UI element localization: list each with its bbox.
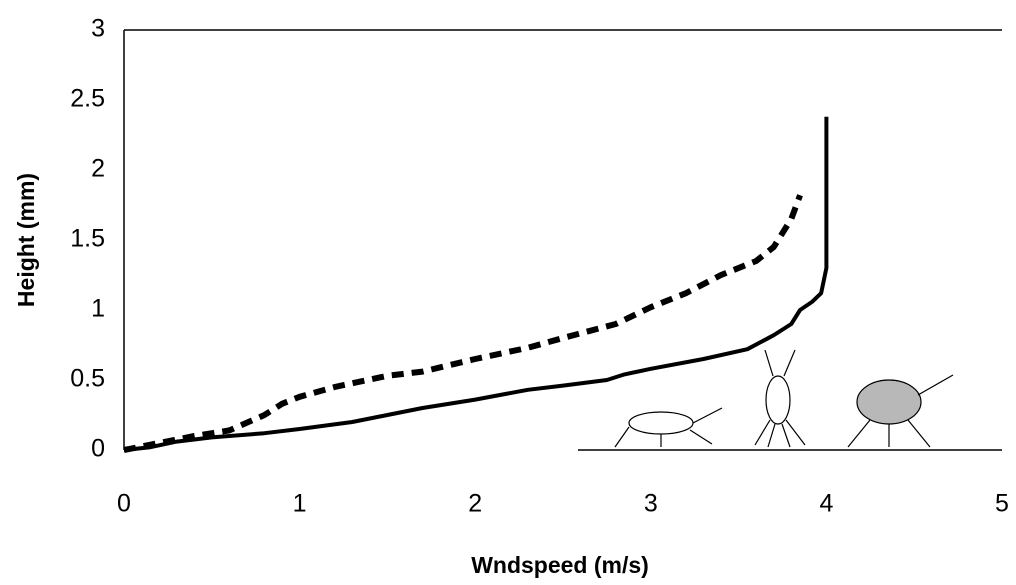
x-tick-label: 1 bbox=[293, 490, 307, 518]
y-tick-label: 2 bbox=[91, 155, 105, 183]
y-tick-label: 0 bbox=[91, 435, 105, 463]
x-tick-label: 4 bbox=[819, 490, 833, 518]
insect-illustrations bbox=[614, 349, 954, 448]
y-tick-label: 2.5 bbox=[70, 85, 105, 113]
y-tick-label: 1.5 bbox=[70, 225, 105, 253]
dashed-line bbox=[123, 194, 803, 453]
y-tick-label: 1 bbox=[91, 295, 105, 323]
insect-upright bbox=[765, 375, 791, 425]
insect-flat bbox=[628, 411, 694, 435]
y-tick-label: 0.5 bbox=[70, 365, 105, 393]
x-tick-label: 3 bbox=[644, 490, 658, 518]
x-tick-label: 5 bbox=[995, 490, 1009, 518]
solid-line bbox=[123, 116, 829, 452]
x-tick-label: 0 bbox=[117, 490, 131, 518]
y-axis-title: Height (mm) bbox=[13, 173, 39, 307]
x-tick-label: 2 bbox=[468, 490, 482, 518]
y-tick-label: 3 bbox=[91, 15, 105, 43]
x-axis-title: Wndspeed (m/s) bbox=[471, 552, 649, 578]
insect-shaded bbox=[856, 379, 922, 425]
